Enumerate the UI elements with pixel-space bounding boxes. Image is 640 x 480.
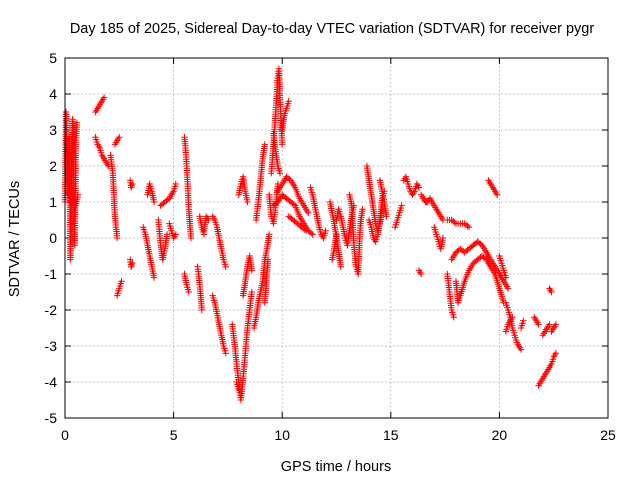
data-point [509,314,516,321]
y-tick-label: 4 [49,86,57,102]
data-point [187,234,195,242]
y-tick-label: 5 [49,50,57,66]
data-point [185,288,192,296]
data-point [546,321,553,328]
data-point [333,231,340,238]
y-axis-label: SDTVAR / TECUs [7,181,23,297]
y-tick-label: -1 [45,266,58,282]
data-points [61,65,560,404]
data-point [552,321,560,328]
data-point [244,198,251,206]
data-point [502,274,510,281]
data-point [285,98,292,105]
data-point [464,222,471,230]
data-point [113,234,121,242]
data-point [172,180,179,188]
data-point [418,270,425,278]
data-point [383,213,390,220]
data-point [279,141,286,148]
data-point [450,314,457,321]
chart-title: Day 185 of 2025, Sidereal Day-to-day VTE… [70,21,595,37]
data-point [290,201,297,208]
data-point [129,180,136,188]
data-point [266,231,273,238]
data-point [276,170,284,177]
x-tick-label: 15 [383,427,399,443]
data-point [163,231,171,238]
x-tick-label: 5 [170,427,178,443]
data-point [264,256,272,263]
y-tick-label: 1 [49,194,57,210]
data-point [205,216,212,224]
data-point [261,141,268,148]
y-tick-label: -2 [45,302,58,318]
data-point [548,288,555,296]
data-point [305,209,312,216]
data-point [359,206,366,213]
x-tick-labels: 0 5 10 15 20 25 [61,427,616,443]
data-point [73,119,81,126]
data-point [517,346,525,353]
y-tick-label: 2 [49,158,57,174]
data-point [504,285,512,292]
data-point [552,350,560,357]
data-point [118,278,125,285]
data-point [116,134,123,141]
data-point [494,191,501,198]
data-point [415,184,423,191]
data-point [535,321,542,328]
x-tick-label: 20 [492,427,508,443]
data-point [235,386,242,393]
y-tick-label: -4 [45,374,58,390]
data-point [172,231,179,238]
data-point [337,263,344,270]
y-tick-label: 3 [49,122,57,138]
y-tick-label: -5 [45,410,58,426]
data-point [198,306,205,314]
x-tick-label: 10 [274,427,290,443]
data-point [302,227,310,234]
data-point [322,227,329,234]
y-tick-label: 0 [49,230,57,246]
y-tick-labels: -5 -4 -3 -2 -1 0 1 2 3 4 5 [45,50,58,426]
data-point [74,191,82,198]
data-point [222,263,229,270]
data-point [248,267,255,274]
data-point [100,94,108,101]
data-point [309,231,316,238]
data-point [222,350,229,357]
x-axis-label: GPS time / hours [281,459,391,475]
data-point [308,230,315,237]
data-point [451,219,458,226]
data-point [398,202,405,209]
data-point [248,288,255,296]
data-point [520,317,527,324]
data-point [129,260,136,267]
data-point [465,224,473,231]
data-point [439,234,447,242]
y-tick-label: -3 [45,338,58,354]
plot-frame [64,57,609,419]
data-point [150,274,158,281]
x-tick-label: 25 [600,427,616,443]
data-point [301,226,308,233]
x-tick-label: 0 [61,427,69,443]
data-point [150,198,158,206]
